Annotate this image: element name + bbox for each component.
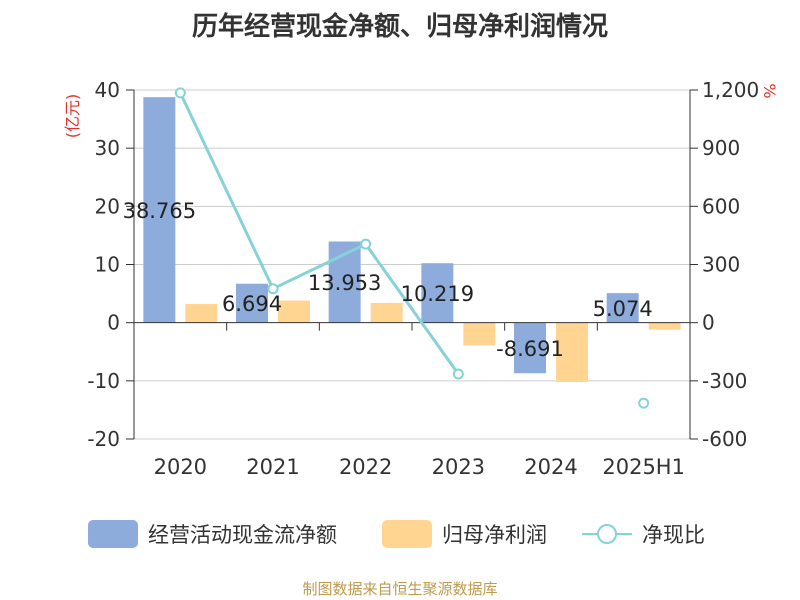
y-left-tick-label: -10 — [87, 369, 120, 393]
x-tick-label: 2022 — [339, 455, 392, 479]
y-right-axis-label: % — [760, 83, 779, 98]
y-left-axis-label: (亿元) — [63, 94, 82, 139]
legend-label-cashflow: 经营活动现金流净额 — [148, 523, 337, 547]
y-right-tick-label: 0 — [702, 311, 715, 335]
bar-net-profit — [278, 300, 310, 323]
data-label-cashflow: 13.953 — [308, 271, 381, 295]
x-tick-label: 2024 — [524, 455, 577, 479]
y-left-tick-label: 10 — [95, 253, 120, 277]
y-left-tick-label: 20 — [95, 194, 120, 218]
x-tick-label: 2025H1 — [602, 455, 685, 479]
line-point-cash-ratio — [174, 87, 186, 99]
bar-cashflow — [143, 97, 176, 323]
data-label-cashflow: 5.074 — [593, 297, 653, 321]
y-right-tick-label: 600 — [702, 194, 740, 218]
y-left-tick-label: -20 — [87, 427, 120, 451]
bar-net-profit — [648, 322, 681, 330]
chart-title: 历年经营现金净额、归母净利润情况 — [191, 12, 608, 42]
bar-cashflow — [606, 293, 639, 323]
bar-net-profit — [463, 322, 496, 346]
line-point-cash-ratio — [452, 368, 464, 380]
line-point-cash-ratio — [267, 283, 279, 295]
legend-swatch-net-profit — [382, 520, 432, 548]
source-note: 制图数据来自恒生聚源数据库 — [302, 580, 498, 598]
bar-cashflow — [236, 283, 268, 323]
data-label-cashflow: 10.219 — [401, 282, 474, 306]
y-right-tick-label: 300 — [702, 253, 740, 277]
bar-cashflow — [421, 263, 454, 323]
y-right-tick-label: 1,200 — [702, 78, 759, 102]
y-right-tick-label: -600 — [702, 427, 747, 451]
data-label-cashflow: -8.691 — [496, 337, 564, 361]
line-cash-ratio — [178, 92, 460, 375]
line-point-cash-ratio — [360, 238, 372, 250]
y-right-tick-label: 900 — [702, 136, 740, 160]
legend-label-cash-ratio: 净现比 — [642, 523, 705, 547]
bar-net-profit — [370, 302, 403, 323]
y-left-tick-label: 30 — [95, 136, 120, 160]
line-point-cash-ratio — [638, 397, 650, 409]
y-right-tick-label: -300 — [702, 369, 747, 393]
legend-label-net-profit: 归母净利润 — [442, 523, 547, 547]
legend-item-cash-ratio[interactable]: 净现比 — [582, 516, 705, 552]
bar-net-profit — [556, 322, 588, 382]
x-tick-label: 2023 — [432, 455, 485, 479]
y-left-tick-label: 40 — [95, 78, 120, 102]
data-label-cashflow: 6.694 — [222, 292, 282, 316]
legend-swatch-cash-ratio — [582, 524, 632, 544]
data-label-cashflow: 38.765 — [123, 199, 196, 223]
x-tick-label: 2021 — [246, 455, 299, 479]
bar-cashflow — [514, 322, 546, 374]
legend-item-cashflow[interactable]: 经营活动现金流净额 — [88, 516, 337, 552]
bar-net-profit — [185, 304, 218, 323]
legend: 经营活动现金流净额 归母净利润 净现比 — [0, 516, 800, 556]
legend-swatch-cashflow — [88, 520, 138, 548]
x-tick-label: 2020 — [154, 455, 207, 479]
legend-item-net-profit[interactable]: 归母净利润 — [382, 516, 547, 552]
y-left-tick-label: 0 — [107, 311, 120, 335]
